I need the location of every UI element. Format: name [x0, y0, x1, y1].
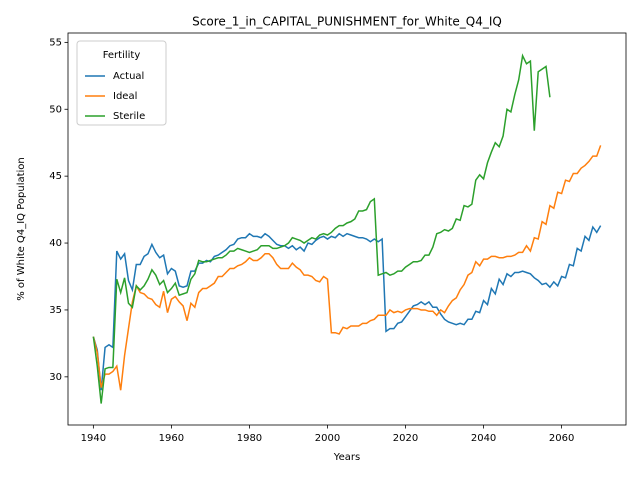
- plot-frame: [67, 32, 627, 426]
- legend-label: Ideal: [113, 91, 137, 102]
- legend-label: Sterile: [113, 111, 145, 122]
- x-tick-label: 2020: [393, 433, 418, 444]
- chart-title: Score_1_in_CAPITAL_PUNISHMENT_for_White_…: [192, 15, 502, 29]
- x-axis-label: Years: [333, 452, 360, 463]
- x-tick-label: 2040: [471, 433, 496, 444]
- x-tick-label: 2060: [549, 433, 574, 444]
- x-tick-label: 1940: [81, 433, 106, 444]
- y-tick-label: 50: [49, 104, 62, 115]
- legend-label: Actual: [113, 71, 144, 82]
- x-tick-label: 1960: [159, 433, 184, 444]
- legend-box: [76, 40, 167, 126]
- y-tick-label: 30: [49, 372, 62, 383]
- y-tick-label: 40: [49, 238, 62, 249]
- series-line: [92, 145, 602, 391]
- series-line: [92, 225, 602, 391]
- y-tick-label: 45: [49, 171, 62, 182]
- series-line: [92, 53, 551, 404]
- x-tick-label: 2000: [315, 433, 340, 444]
- y-axis-label: % of White Q4_IQ Population: [16, 157, 27, 301]
- legend-title: Fertility: [103, 50, 141, 61]
- y-tick-label: 35: [49, 305, 62, 316]
- x-tick-label: 1980: [237, 433, 262, 444]
- y-tick-label: 55: [49, 37, 62, 48]
